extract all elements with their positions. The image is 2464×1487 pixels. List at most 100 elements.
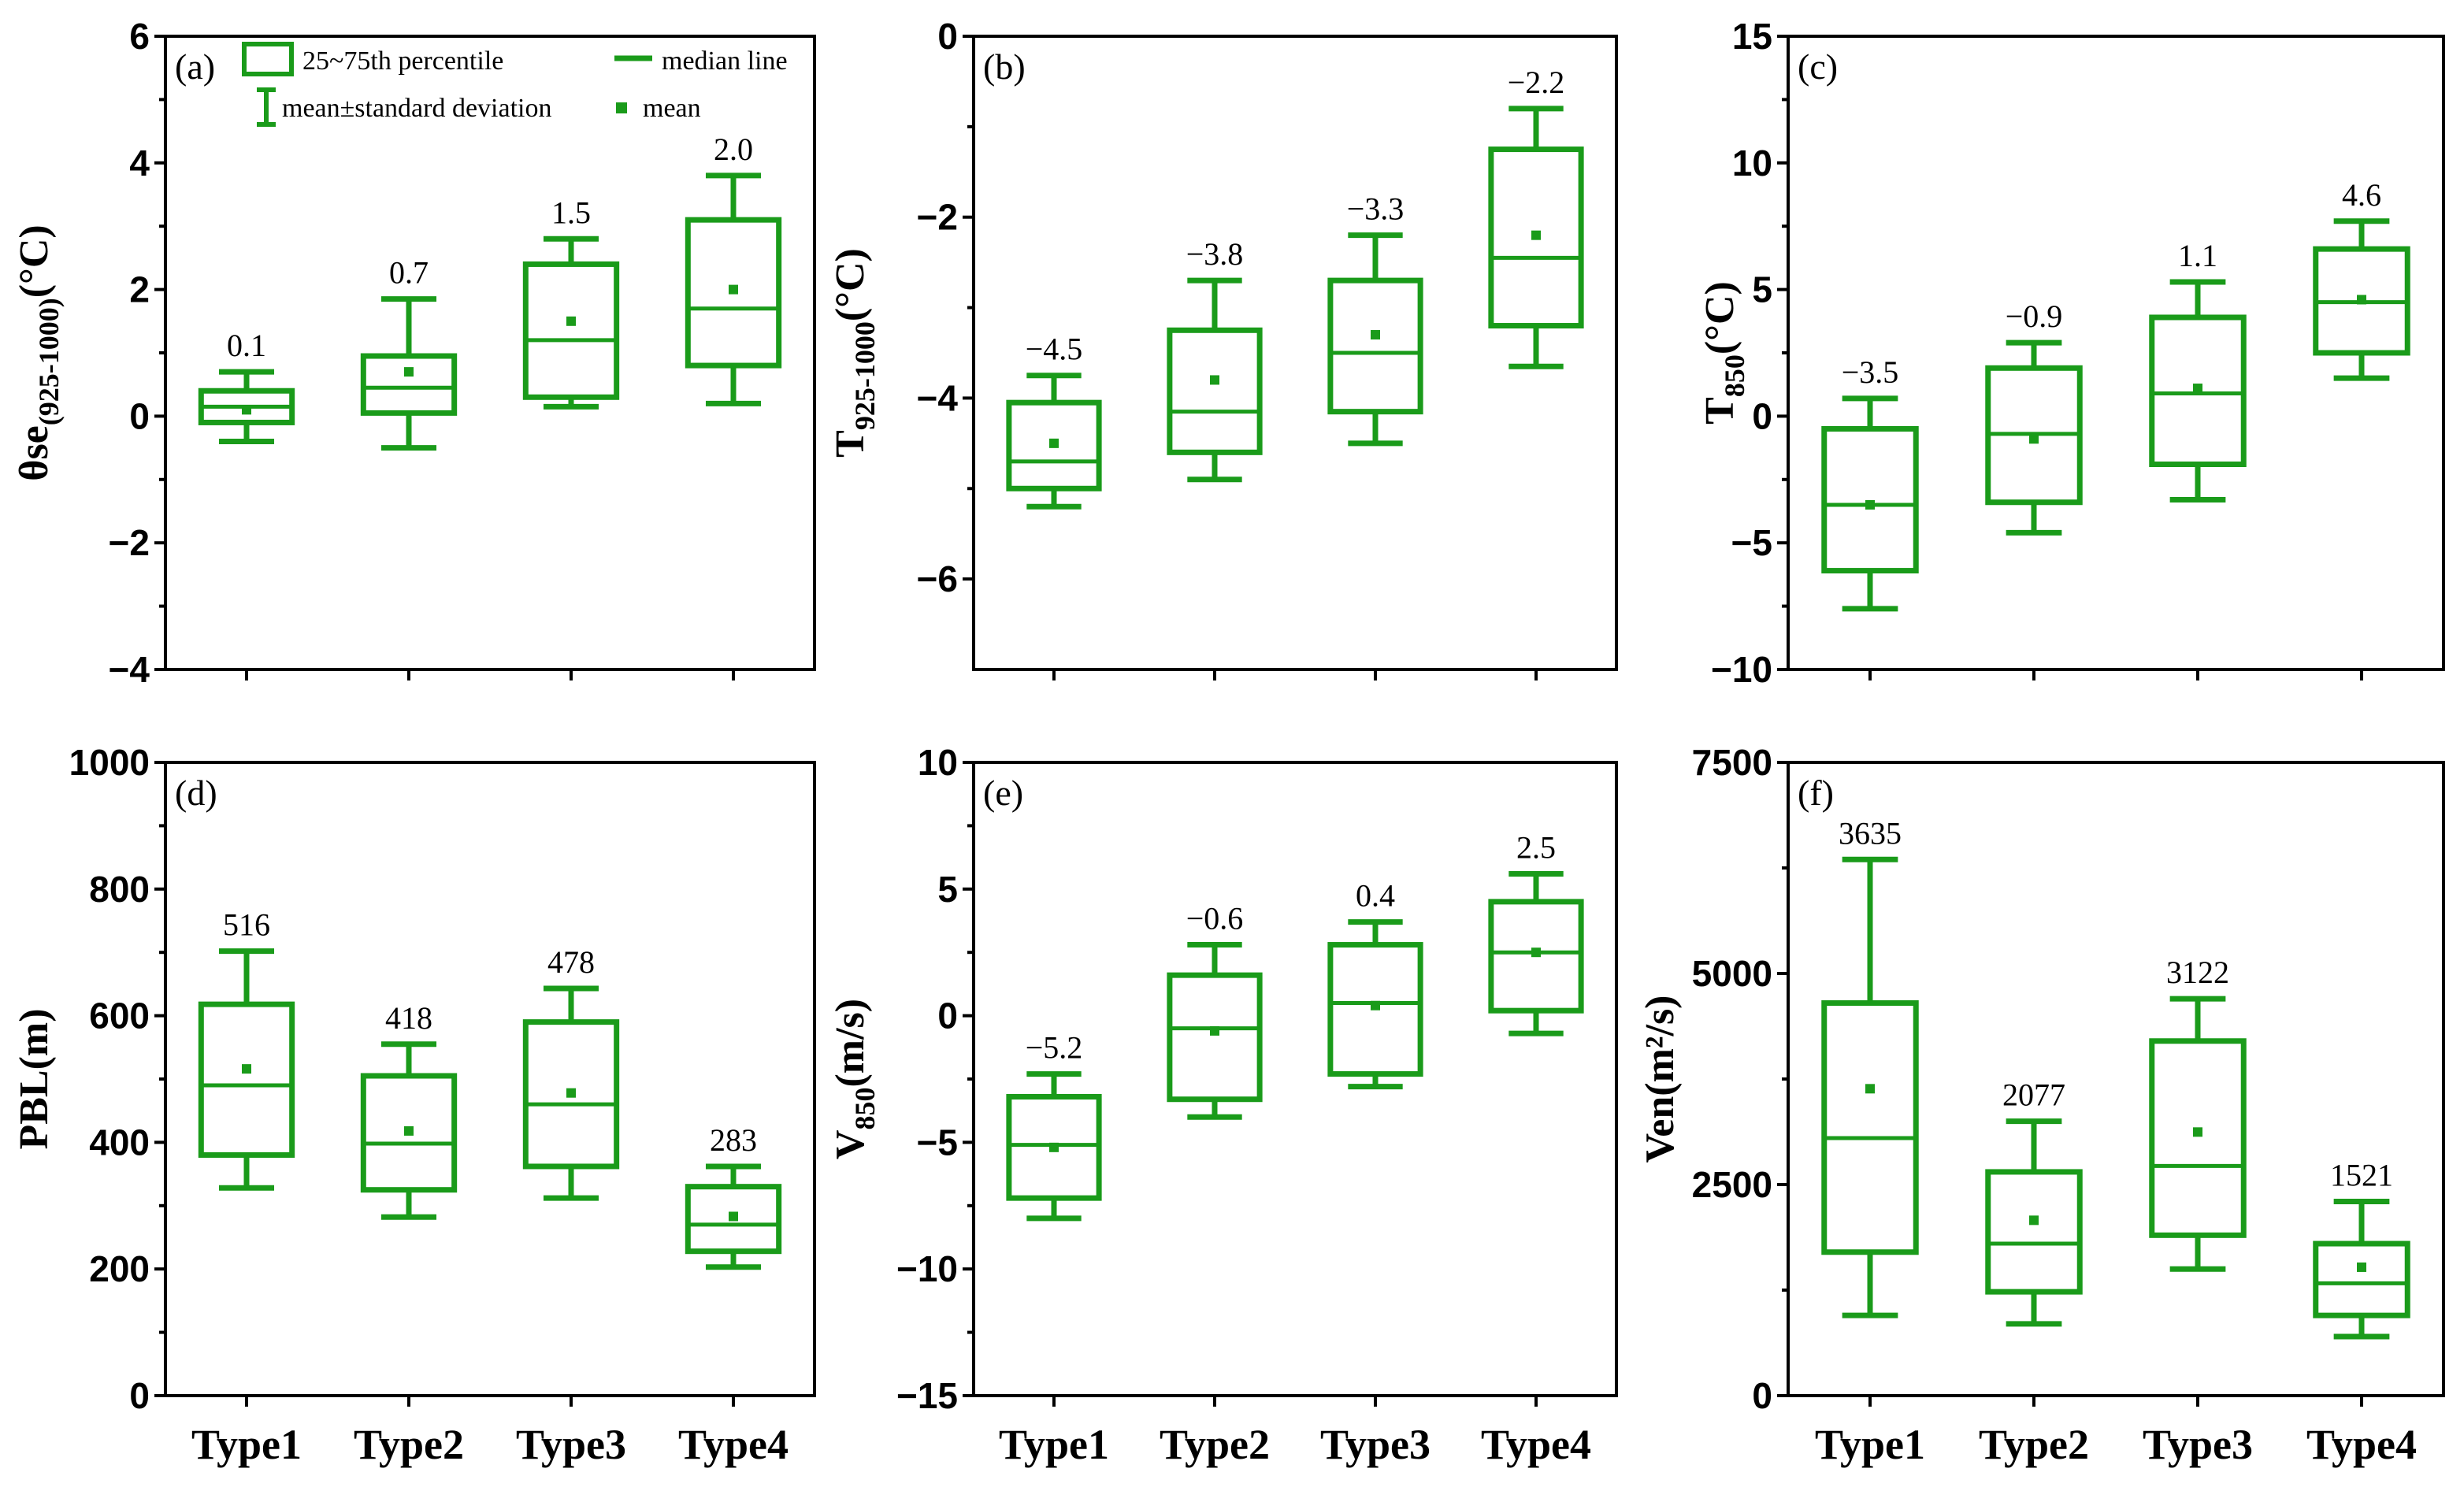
- box-type4: [1488, 106, 1584, 369]
- box-type2: [1167, 277, 1263, 483]
- panel-label: (d): [175, 773, 217, 813]
- box-type2: [360, 1041, 458, 1220]
- chart-panel-b: −6 −4 −2 0 T925-1000(°C) (b) −4.5 −3.8 −3.3 −2.2: [828, 16, 1618, 680]
- legend-mean-label: mean: [643, 94, 701, 123]
- box-type1: [1821, 856, 1919, 1318]
- y-tick-label: 200: [89, 1248, 150, 1289]
- y-axis-label: T850(°C): [1698, 281, 1750, 425]
- mean-marker: [1865, 499, 1875, 510]
- y-tick-label: 0: [1752, 1375, 1772, 1416]
- mean-value-label: −3.8: [1186, 236, 1244, 272]
- mean-value-label: −0.6: [1186, 901, 1244, 936]
- box-type4: [685, 172, 782, 406]
- iqr-box: [2149, 1038, 2247, 1238]
- iqr-box: [522, 261, 620, 400]
- y-tick-label: −10: [1711, 649, 1772, 690]
- mean-value-label: 0.1: [227, 328, 266, 363]
- y-tick-label: 2500: [1692, 1164, 1772, 1205]
- mean-marker: [2357, 295, 2366, 305]
- iqr-box: [1821, 1000, 1919, 1255]
- mean-marker: [404, 367, 414, 377]
- mean-marker: [404, 1125, 414, 1136]
- y-axis-label: T925-1000(°C): [828, 248, 881, 458]
- chart-panel-d: 0 200 400 600 800 1000 Type1 Type2 Type3 Type4 PBL…: [12, 742, 816, 1468]
- box-type2: [1985, 1118, 2083, 1327]
- panel-label: (b): [983, 46, 1026, 87]
- y-tick-label: 6: [129, 16, 150, 57]
- mean-value-label: 4.6: [2342, 177, 2381, 213]
- box-type3: [1327, 232, 1423, 447]
- mean-value-label: 478: [547, 944, 595, 980]
- y-tick-label: 10: [918, 742, 958, 783]
- iqr-box: [1327, 277, 1423, 415]
- y-tick-label: 0: [937, 996, 958, 1036]
- mean-value-label: 0.7: [389, 255, 429, 291]
- x-tick-label: Type4: [2306, 1421, 2417, 1468]
- iqr-box: [1821, 425, 1919, 574]
- iqr-box: [2313, 1240, 2410, 1318]
- x-tick-label: Type3: [2143, 1421, 2253, 1468]
- x-tick-label: Type2: [1979, 1421, 2089, 1468]
- y-axis-label: Ven(m²/s): [1638, 995, 1683, 1163]
- panel-label: (a): [175, 46, 215, 87]
- box-type1: [198, 948, 295, 1191]
- y-tick-label: 2: [129, 269, 150, 310]
- y-tick-label: 0: [129, 395, 150, 436]
- y-tick-label: 5: [1752, 269, 1772, 310]
- mean-marker: [566, 1088, 576, 1098]
- panel-label: (f): [1798, 773, 1834, 813]
- chart-panel-e: −15 −10 −5 0 5 10 Type1 Type2 Type3 Type4 V850(m/s…: [828, 742, 1618, 1468]
- x-tick-label: Type1: [999, 1421, 1109, 1468]
- box-type4: [2313, 1198, 2410, 1340]
- mean-marker: [2029, 434, 2039, 444]
- y-tick-label: −2: [109, 522, 150, 563]
- mean-value-label: −2.2: [1508, 65, 1565, 100]
- mean-marker: [242, 1064, 251, 1074]
- y-tick-label: −10: [896, 1248, 958, 1289]
- mean-value-label: −4.5: [1026, 332, 1083, 367]
- y-tick-label: 1000: [69, 742, 150, 783]
- mean-marker: [1371, 330, 1380, 340]
- iqr-box: [685, 1184, 782, 1255]
- mean-marker: [1049, 438, 1059, 448]
- mean-marker: [1531, 230, 1541, 240]
- y-tick-label: 400: [89, 1122, 150, 1163]
- mean-marker: [1049, 1142, 1059, 1152]
- mean-value-label: −0.9: [2006, 299, 2063, 334]
- chart-panel-c: −10 −5 0 5 10 15 T850(°C) (c) −3.5 −0.9 1.1 4.6: [1698, 16, 2445, 690]
- y-tick-label: 10: [1732, 143, 1772, 184]
- y-tick-label: 4: [129, 143, 150, 184]
- y-tick-label: 15: [1732, 16, 1772, 57]
- x-tick-label: Type2: [1160, 1421, 1270, 1468]
- y-tick-label: 800: [89, 869, 150, 910]
- mean-value-label: 2077: [2002, 1077, 2065, 1113]
- iqr-box: [1167, 327, 1263, 455]
- iqr-box: [360, 353, 458, 416]
- box-type3: [522, 985, 620, 1201]
- mean-marker: [2357, 1262, 2366, 1272]
- box-type3: [2149, 996, 2247, 1272]
- mean-value-label: 3635: [1839, 815, 1902, 851]
- mean-marker: [1531, 947, 1541, 958]
- mean-value-label: 2.5: [1516, 830, 1556, 866]
- mean-value-label: −3.5: [1842, 354, 1899, 390]
- x-tick-label: Type2: [354, 1421, 464, 1468]
- iqr-box: [1167, 972, 1263, 1103]
- mean-marker: [729, 284, 738, 295]
- box-type2: [360, 296, 458, 451]
- mean-value-label: 418: [385, 1000, 432, 1036]
- legend-whisker-label: mean±standard deviation: [282, 94, 552, 123]
- box-type4: [2313, 218, 2410, 381]
- iqr-box: [1006, 1094, 1102, 1201]
- legend-box-label: 25~75th percentile: [302, 46, 503, 76]
- box-type1: [1006, 373, 1102, 510]
- mean-marker: [1210, 1025, 1219, 1036]
- box-type3: [2149, 279, 2247, 503]
- mean-value-label: 2.0: [714, 132, 753, 167]
- mean-value-label: 1.1: [2178, 238, 2217, 273]
- x-tick-label: Type1: [1815, 1421, 1925, 1468]
- iqr-box: [1488, 146, 1584, 329]
- mean-marker: [566, 316, 576, 326]
- mean-value-label: −5.2: [1026, 1030, 1083, 1066]
